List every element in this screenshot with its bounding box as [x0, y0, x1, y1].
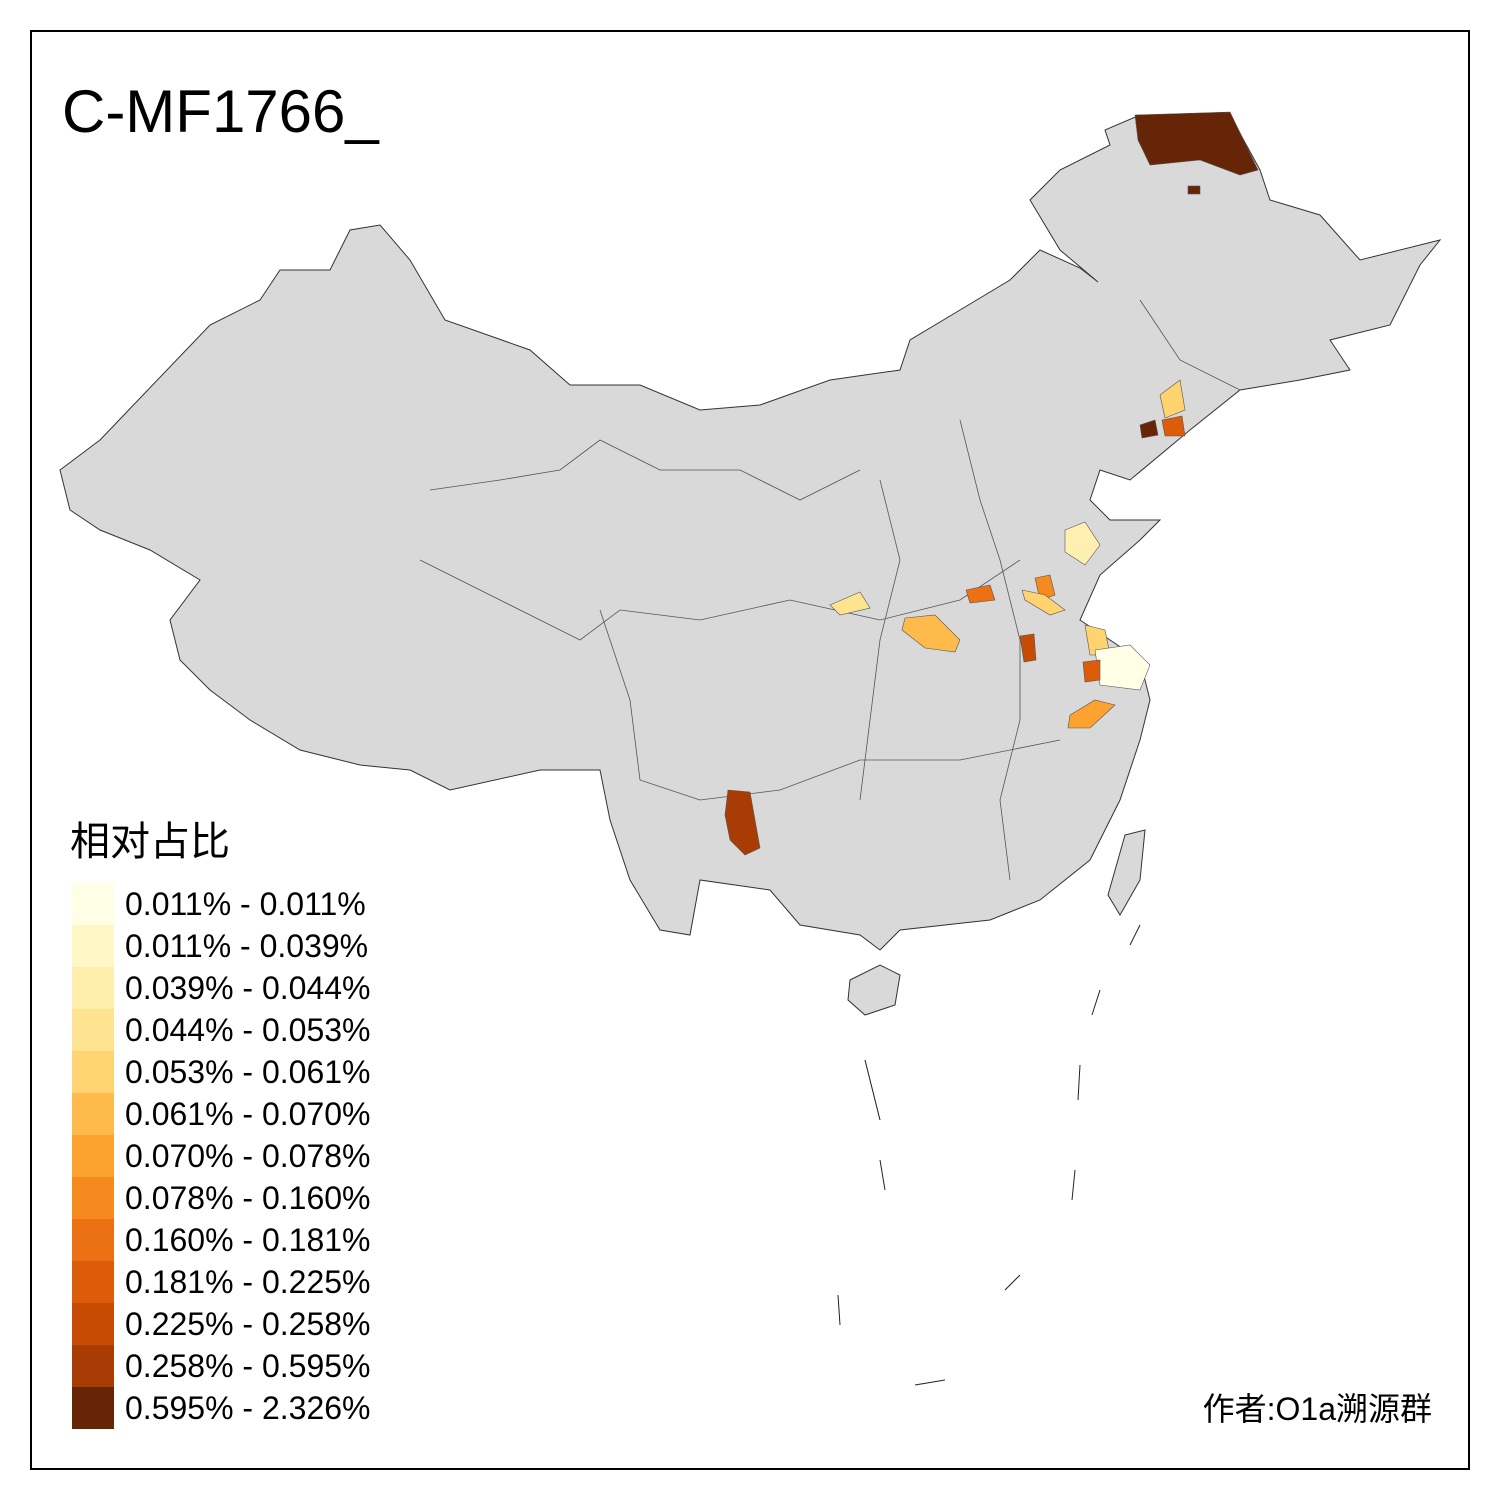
region — [1082, 659, 1101, 683]
region — [901, 614, 961, 653]
region — [965, 584, 996, 604]
legend-swatch — [72, 1219, 114, 1261]
island-line — [1091, 989, 1101, 1016]
region — [1019, 633, 1037, 663]
highlighted-regions — [724, 111, 1259, 856]
country-outline — [59, 114, 1442, 951]
region — [829, 591, 871, 616]
legend-label: 0.181% - 0.225% — [125, 1264, 371, 1300]
credit: 作者:O1a溯源群 — [1203, 1391, 1432, 1427]
legend-label: 0.011% - 0.011% — [125, 886, 366, 922]
legend-swatch — [72, 1345, 114, 1387]
legend-swatch — [72, 1177, 114, 1219]
island-line — [837, 1294, 841, 1326]
legend-swatch — [72, 1303, 114, 1345]
south-sea-islands — [837, 924, 1141, 1386]
legend-label: 0.078% - 0.160% — [125, 1180, 371, 1216]
border — [419, 559, 1021, 641]
legend-label: 0.011% - 0.039% — [125, 928, 368, 964]
island-line — [1129, 924, 1141, 946]
border — [1139, 299, 1241, 391]
legend-swatch — [72, 1093, 114, 1135]
legend-title: 相对占比 — [70, 820, 230, 864]
map-title: C-MF1766_ — [62, 78, 380, 145]
legend-label: 0.595% - 2.326% — [125, 1390, 371, 1426]
legend-swatch — [72, 967, 114, 1009]
island-line — [1077, 1064, 1081, 1101]
border — [959, 419, 1021, 881]
region — [1139, 419, 1159, 439]
region — [1187, 185, 1201, 195]
region — [1161, 415, 1186, 437]
region — [1159, 379, 1186, 419]
island-line — [914, 1379, 946, 1386]
legend-label: 0.061% - 0.070% — [125, 1096, 371, 1132]
island-line — [1004, 1274, 1021, 1291]
legend-swatch — [72, 1261, 114, 1303]
region — [724, 789, 761, 856]
legend-label: 0.044% - 0.053% — [125, 1012, 371, 1048]
region — [1021, 589, 1066, 616]
region — [1064, 521, 1101, 566]
island-line — [1071, 1169, 1076, 1201]
island-line — [864, 1059, 881, 1121]
region — [1134, 111, 1259, 176]
legend-swatch — [72, 1009, 114, 1051]
legend-label: 0.160% - 0.181% — [125, 1222, 371, 1258]
island-line — [879, 1159, 886, 1191]
legend-label: 0.053% - 0.061% — [125, 1054, 371, 1090]
legend-label: 0.258% - 0.595% — [125, 1348, 371, 1384]
legend-label: 0.070% - 0.078% — [125, 1138, 371, 1174]
border — [859, 479, 901, 801]
legend-swatch — [72, 1135, 114, 1177]
legend-label: 0.225% - 0.258% — [125, 1306, 371, 1342]
island-hainan — [847, 964, 901, 1016]
legend-label: 0.039% - 0.044% — [125, 970, 371, 1006]
province-borders — [419, 299, 1241, 881]
legend-swatch — [72, 1051, 114, 1093]
legend: 0.011% - 0.011% 0.011% - 0.039% 0.039% - 0… — [72, 883, 371, 1429]
legend-swatch — [72, 1387, 114, 1429]
legend-swatch — [72, 925, 114, 967]
legend-swatch — [72, 883, 114, 925]
border — [429, 439, 861, 501]
region — [1067, 699, 1116, 729]
island-taiwan — [1107, 829, 1146, 916]
